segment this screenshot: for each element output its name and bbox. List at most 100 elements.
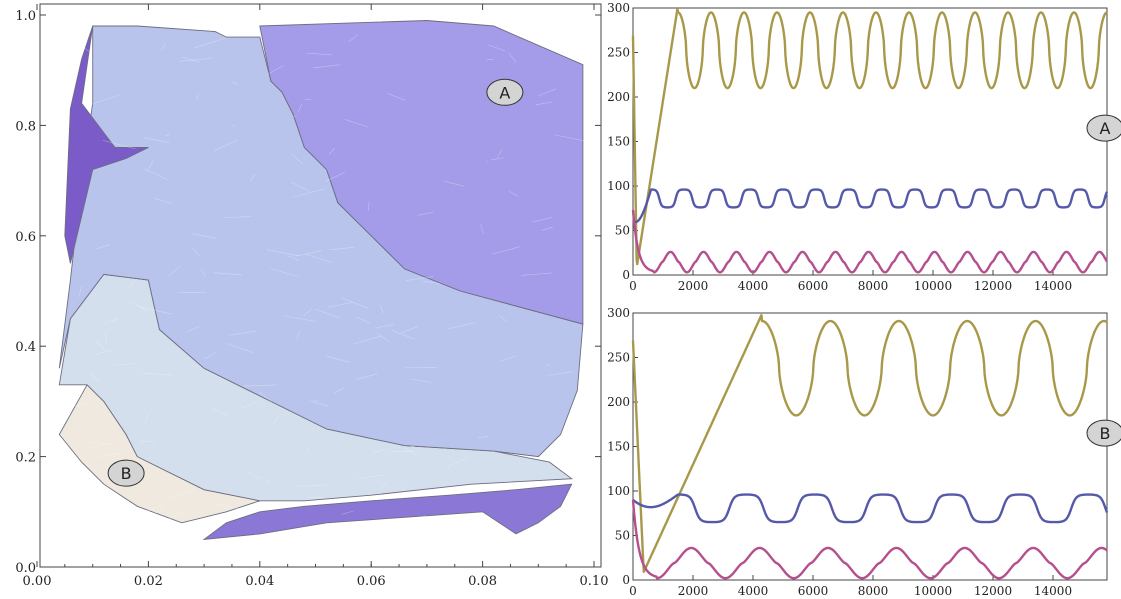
y-tick-label: 250: [607, 46, 630, 60]
mesh-line: [240, 400, 259, 409]
y-tick-label: 100: [607, 484, 630, 498]
y-tick-label: 50: [615, 224, 630, 238]
mesh-line: [520, 272, 552, 276]
contour-region-5: [64, 25, 149, 264]
mesh-line: [352, 335, 381, 345]
mesh-line: [296, 250, 323, 257]
mesh-line: [303, 308, 312, 317]
y-tick-label: 200: [607, 395, 630, 409]
mesh-line: [534, 521, 548, 527]
mesh-line: [487, 44, 506, 52]
mesh-line: [104, 332, 108, 344]
region-marker-b: [1086, 419, 1121, 447]
y-tick-label: 300: [607, 306, 630, 320]
mesh-line: [102, 140, 136, 150]
region-marker-b: [107, 459, 145, 487]
mesh-line: [259, 391, 272, 402]
x-tick-label: 14000: [1034, 279, 1072, 293]
mesh-line: [341, 297, 369, 309]
y-tick-label: 0.8: [15, 119, 36, 134]
mesh-line: [291, 154, 304, 165]
y-tick-label: 1.0: [15, 9, 36, 24]
mesh-line: [406, 276, 434, 281]
mesh-line: [213, 139, 239, 151]
mesh-line: [62, 403, 89, 408]
mesh-line: [132, 302, 150, 313]
mesh-line: [422, 280, 441, 285]
y-tick-label: 0.4: [15, 340, 36, 355]
mesh-line: [167, 487, 198, 499]
mesh-line: [296, 330, 300, 340]
mesh-line: [204, 351, 218, 360]
mesh-line: [192, 247, 201, 257]
mesh-line: [286, 255, 299, 261]
y-tick-label: 0.6: [15, 230, 36, 245]
mesh-line: [192, 233, 218, 239]
y-tick-label: 50: [615, 529, 630, 543]
y-tick-label: 0.0: [15, 561, 36, 576]
mesh-line: [214, 503, 244, 510]
x-tick-label: 0.00: [23, 574, 52, 589]
mesh-line: [293, 188, 325, 198]
y-tick-label: 200: [607, 90, 630, 104]
mesh-line: [380, 480, 388, 490]
x-tick-label: 8000: [858, 584, 889, 598]
mesh-line: [492, 246, 520, 255]
mesh-line: [164, 133, 170, 137]
mesh-line: [243, 384, 277, 387]
mesh-line: [392, 330, 416, 340]
mesh-line: [95, 244, 110, 250]
mesh-line: [136, 504, 165, 516]
x-tick-label: 4000: [738, 279, 769, 293]
mesh-line: [500, 355, 518, 362]
x-tick-label: 14000: [1034, 584, 1072, 598]
plot-frame: [632, 7, 1108, 276]
mesh-line: [210, 407, 228, 417]
region-marker-label: A: [1100, 119, 1111, 138]
mesh-line: [370, 518, 403, 527]
mesh-line: [214, 272, 243, 276]
mesh-line: [89, 442, 117, 445]
series-line-1: [631, 314, 1108, 573]
mesh-line: [348, 34, 358, 43]
y-tick-label: 300: [607, 1, 630, 15]
x-tick-label: 6000: [798, 584, 829, 598]
x-tick-label: 0: [629, 584, 637, 598]
mesh-line: [447, 322, 476, 330]
x-tick-label: 12000: [974, 584, 1012, 598]
mesh-line: [380, 305, 384, 314]
contour-region-6: [202, 483, 573, 541]
series-line-1: [631, 7, 1108, 266]
x-tick-label: 0.04: [245, 574, 274, 589]
x-tick-label: 10000: [914, 279, 952, 293]
mesh-line: [179, 57, 213, 62]
mesh-line: [314, 308, 341, 319]
mesh-line: [229, 330, 257, 336]
region-marker-a: [1086, 114, 1121, 142]
mesh-line: [161, 43, 166, 51]
mesh-line: [306, 52, 333, 56]
mesh-line: [140, 306, 172, 315]
series-line-3: [631, 209, 1108, 274]
x-tick-label: 0.02: [134, 574, 163, 589]
mesh-line: [153, 197, 172, 204]
mesh-line: [193, 37, 226, 49]
mesh-line: [200, 269, 206, 276]
mesh-line: [90, 372, 99, 383]
mesh-line: [146, 160, 154, 172]
x-tick-label: 2000: [678, 279, 709, 293]
mesh-line: [104, 319, 118, 323]
time-series-plot-a: 0 50 100 150 200 250 300 0 2000 4000 6000 8000 10000…: [607, 1, 1121, 293]
mesh-line: [142, 137, 170, 144]
series-line-2: [632, 188, 1109, 224]
mesh-line: [546, 371, 573, 376]
contour-plot: 0.00 0.02 0.04 0.06 0.08 0.10 0.0 0.2 0.4 0.6 0.8 1…: [15, 3, 608, 589]
mesh-line: [411, 378, 432, 383]
mesh-line: [144, 413, 149, 424]
mesh-line: [293, 115, 297, 118]
mesh-line: [266, 65, 284, 76]
mesh-line: [225, 343, 255, 354]
mesh-line: [282, 315, 316, 322]
plot-frame: [632, 312, 1108, 581]
